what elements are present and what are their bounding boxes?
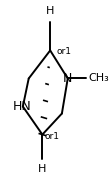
Text: or1: or1 bbox=[45, 132, 60, 141]
Text: or1: or1 bbox=[57, 47, 72, 56]
Text: CH₃: CH₃ bbox=[89, 74, 109, 83]
Text: HN: HN bbox=[13, 100, 32, 113]
Text: H: H bbox=[38, 164, 47, 174]
Text: N: N bbox=[63, 72, 72, 85]
Text: H: H bbox=[46, 6, 54, 16]
